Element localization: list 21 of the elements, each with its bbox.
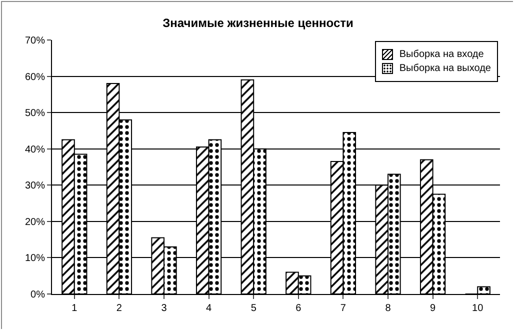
chart-title: Значимые жизненные ценности: [162, 16, 354, 30]
legend-label: Выборка на выходе: [399, 63, 491, 74]
x-tick-label: 1: [72, 303, 78, 314]
y-tick-label: 30%: [24, 180, 46, 192]
x-tick-label: 8: [385, 303, 392, 314]
y-tick-label: 10%: [24, 253, 46, 264]
y-tick-label: 50%: [24, 108, 46, 120]
x-tick-label: 10: [472, 303, 484, 314]
y-tick-label: 60%: [24, 72, 46, 83]
x-tick-label: 9: [430, 303, 436, 314]
x-tick-label: 7: [340, 303, 346, 314]
y-tick-label: 0%: [30, 290, 46, 300]
y-tick-label: 70%: [24, 36, 46, 46]
legend-label: Выборка на входе: [399, 49, 484, 60]
y-tick-label: 40%: [24, 144, 46, 156]
x-tick-label: 2: [116, 303, 122, 314]
y-tick-label: 20%: [24, 216, 46, 228]
x-tick-label: 5: [250, 303, 257, 314]
x-tick-label: 4: [206, 303, 212, 314]
x-tick-label: 3: [161, 303, 168, 314]
x-tick-label: 6: [296, 303, 302, 314]
